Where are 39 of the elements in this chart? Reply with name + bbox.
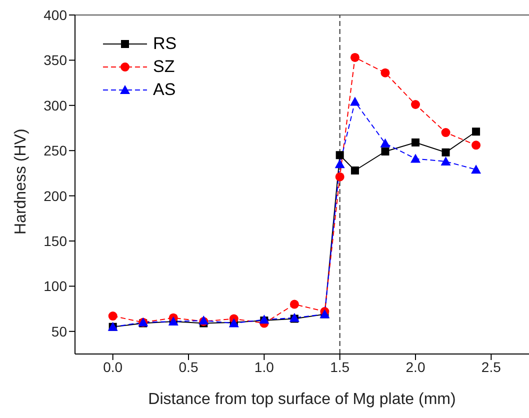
x-tick-label: 2.0: [406, 358, 426, 375]
y-tick-label: 50: [51, 323, 68, 340]
point: [410, 154, 420, 163]
point: [411, 100, 420, 109]
point: [336, 151, 344, 160]
legend-label: RS: [153, 34, 177, 54]
point: [472, 140, 481, 150]
point: [441, 128, 450, 138]
point: [334, 159, 345, 168]
point: [350, 52, 360, 62]
y-tick-label: 400: [44, 6, 68, 23]
point: [380, 138, 390, 148]
y-tick-label: 300: [44, 97, 68, 114]
y-axis-title: Hardness (HV): [12, 128, 30, 234]
x-tick-label: 0.5: [178, 358, 198, 375]
point: [290, 300, 299, 309]
x-axis-title: Distance from top surface of Mg plate (mm): [148, 391, 456, 408]
point: [350, 96, 360, 106]
point: [380, 68, 390, 78]
point: [442, 148, 450, 156]
x-tick-label: 1.0: [254, 358, 274, 375]
point: [472, 128, 480, 136]
x-tick-label: 1.5: [330, 358, 350, 375]
point: [350, 166, 359, 174]
y-tick-label: 350: [44, 52, 68, 68]
point: [381, 148, 390, 156]
legend-label: SZ: [153, 56, 175, 76]
point: [335, 172, 344, 182]
point: [471, 164, 482, 174]
legend-label: AS: [153, 80, 176, 100]
x-tick-label: 0.0: [103, 358, 123, 375]
y-tick-label: 250: [44, 142, 68, 159]
point: [412, 138, 420, 146]
point: [108, 312, 118, 321]
y-tick-label: 100: [44, 278, 68, 294]
y-tick-label: 150: [44, 232, 68, 249]
x-tick-label: 2.5: [481, 358, 502, 375]
y-tick-label: 200: [44, 188, 68, 204]
point: [440, 156, 451, 166]
